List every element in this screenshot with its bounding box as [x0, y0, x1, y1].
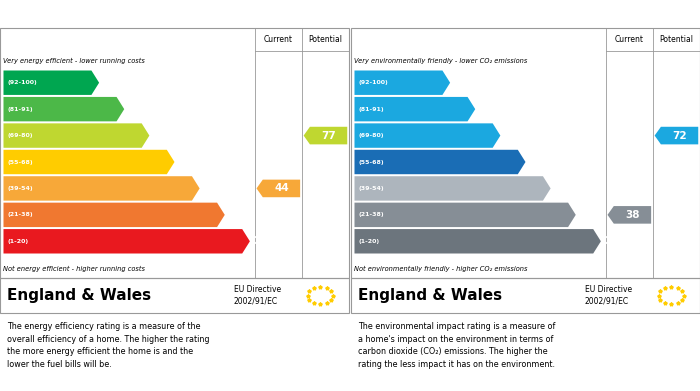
Polygon shape [4, 176, 199, 201]
Polygon shape [654, 127, 699, 144]
Text: (92-100): (92-100) [8, 80, 37, 85]
Text: A: A [452, 78, 461, 88]
Text: Not energy efficient - higher running costs: Not energy efficient - higher running co… [4, 266, 146, 272]
Text: E: E [552, 183, 560, 194]
Text: G: G [603, 236, 612, 246]
Text: (81-91): (81-91) [358, 107, 384, 112]
Text: (21-38): (21-38) [358, 212, 384, 217]
Text: 72: 72 [672, 131, 687, 141]
Text: C: C [151, 131, 159, 141]
Text: Very environmentally friendly - lower CO₂ emissions: Very environmentally friendly - lower CO… [354, 57, 528, 64]
Text: Environmental Impact (CO₂) Rating: Environmental Impact (CO₂) Rating [356, 7, 589, 20]
Polygon shape [354, 123, 500, 148]
Text: (21-38): (21-38) [8, 212, 34, 217]
Text: Potential: Potential [309, 35, 342, 44]
Text: (55-68): (55-68) [8, 160, 34, 165]
Text: F: F [227, 210, 234, 220]
Text: 77: 77 [321, 131, 336, 141]
Text: EU Directive
2002/91/EC: EU Directive 2002/91/EC [234, 285, 281, 306]
Text: England & Wales: England & Wales [358, 288, 502, 303]
Text: (39-54): (39-54) [8, 186, 34, 191]
Polygon shape [354, 150, 526, 174]
Text: (92-100): (92-100) [358, 80, 389, 85]
Text: (55-68): (55-68) [358, 160, 384, 165]
Text: (81-91): (81-91) [8, 107, 34, 112]
Text: Potential: Potential [659, 35, 694, 44]
Polygon shape [354, 203, 576, 227]
Text: (69-80): (69-80) [358, 133, 384, 138]
Polygon shape [304, 127, 347, 144]
Text: D: D [176, 157, 186, 167]
Polygon shape [354, 97, 475, 121]
Text: E: E [202, 183, 209, 194]
Text: C: C [502, 131, 510, 141]
Polygon shape [354, 176, 551, 201]
Text: 44: 44 [274, 183, 289, 194]
Text: (1-20): (1-20) [8, 239, 29, 244]
Text: 38: 38 [625, 210, 640, 220]
Text: The environmental impact rating is a measure of
a home's impact on the environme: The environmental impact rating is a mea… [358, 322, 555, 369]
Text: G: G [251, 236, 261, 246]
Text: (69-80): (69-80) [8, 133, 33, 138]
Text: The energy efficiency rating is a measure of the
overall efficiency of a home. T: The energy efficiency rating is a measur… [7, 322, 209, 369]
Polygon shape [608, 206, 651, 224]
Polygon shape [4, 123, 149, 148]
Text: Not environmentally friendly - higher CO₂ emissions: Not environmentally friendly - higher CO… [354, 266, 528, 272]
Polygon shape [354, 70, 450, 95]
Polygon shape [4, 203, 225, 227]
Text: Current: Current [264, 35, 293, 44]
Text: D: D [527, 157, 536, 167]
Text: (1-20): (1-20) [358, 239, 380, 244]
Polygon shape [354, 229, 601, 253]
Polygon shape [4, 150, 174, 174]
Text: B: B [477, 104, 485, 114]
Text: Energy Efficiency Rating: Energy Efficiency Rating [5, 7, 168, 20]
Text: (39-54): (39-54) [358, 186, 384, 191]
Polygon shape [4, 229, 250, 253]
Text: Very energy efficient - lower running costs: Very energy efficient - lower running co… [4, 57, 146, 64]
Polygon shape [256, 179, 300, 197]
Text: Current: Current [615, 35, 644, 44]
Text: A: A [101, 78, 109, 88]
Polygon shape [4, 70, 99, 95]
Text: EU Directive
2002/91/EC: EU Directive 2002/91/EC [584, 285, 632, 306]
Text: England & Wales: England & Wales [7, 288, 151, 303]
Text: B: B [126, 104, 134, 114]
Polygon shape [4, 97, 124, 121]
Text: F: F [578, 210, 585, 220]
